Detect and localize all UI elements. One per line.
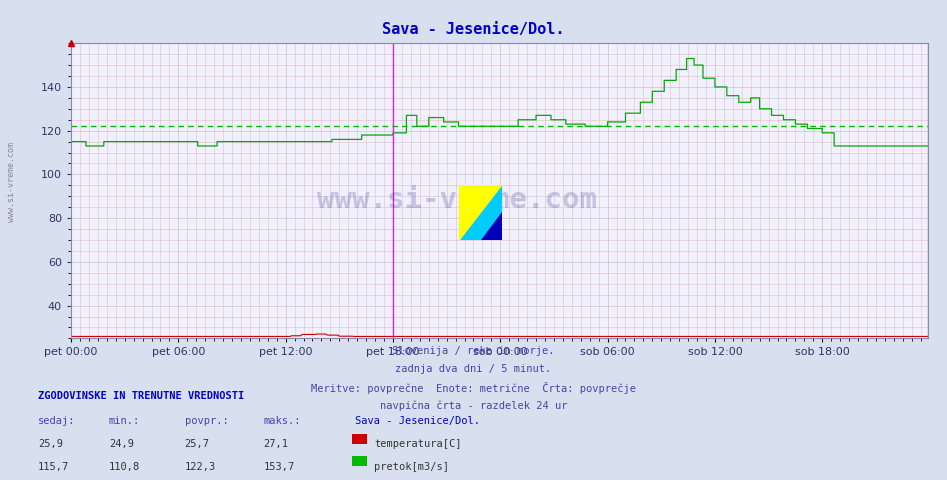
Text: navpična črta - razdelek 24 ur: navpična črta - razdelek 24 ur	[380, 400, 567, 411]
Text: www.si-vreme.com: www.si-vreme.com	[7, 143, 16, 222]
Text: maks.:: maks.:	[263, 416, 301, 426]
Polygon shape	[459, 185, 502, 240]
Text: 115,7: 115,7	[38, 462, 69, 472]
Text: ZGODOVINSKE IN TRENUTNE VREDNOSTI: ZGODOVINSKE IN TRENUTNE VREDNOSTI	[38, 391, 244, 401]
Text: 25,9: 25,9	[38, 439, 63, 449]
Text: 27,1: 27,1	[263, 439, 288, 449]
Text: sedaj:: sedaj:	[38, 416, 76, 426]
Text: Meritve: povprečne  Enote: metrične  Črta: povprečje: Meritve: povprečne Enote: metrične Črta:…	[311, 382, 636, 394]
Text: www.si-vreme.com: www.si-vreme.com	[316, 186, 597, 214]
Text: 122,3: 122,3	[185, 462, 216, 472]
Text: min.:: min.:	[109, 416, 140, 426]
Text: Sava - Jesenice/Dol.: Sava - Jesenice/Dol.	[355, 416, 480, 426]
Polygon shape	[481, 212, 502, 240]
Text: 25,7: 25,7	[185, 439, 209, 449]
Text: 153,7: 153,7	[263, 462, 295, 472]
Text: povpr.:: povpr.:	[185, 416, 228, 426]
Text: temperatura[C]: temperatura[C]	[374, 439, 461, 449]
Text: Slovenija / reke in morje.: Slovenija / reke in morje.	[392, 346, 555, 356]
Text: pretok[m3/s]: pretok[m3/s]	[374, 462, 449, 472]
Text: zadnja dva dni / 5 minut.: zadnja dva dni / 5 minut.	[396, 364, 551, 374]
Text: Sava - Jesenice/Dol.: Sava - Jesenice/Dol.	[383, 22, 564, 36]
Polygon shape	[459, 185, 502, 240]
Text: 110,8: 110,8	[109, 462, 140, 472]
Text: 24,9: 24,9	[109, 439, 134, 449]
